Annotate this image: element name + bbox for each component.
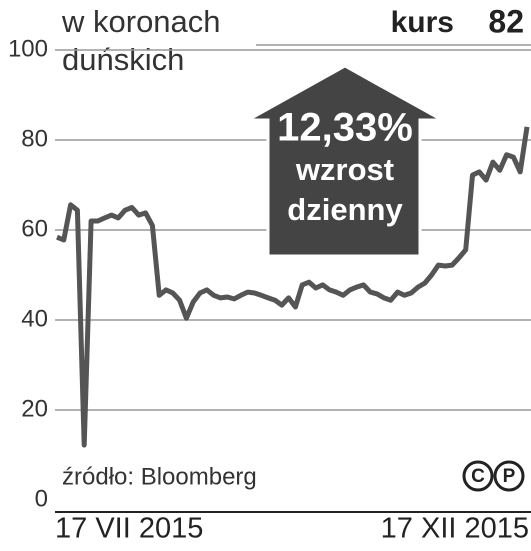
copyright-text: C bbox=[471, 466, 485, 487]
plot: 0 20 40 60 80 100 bbox=[8, 35, 531, 512]
y-tick-label: 80 bbox=[21, 125, 48, 152]
y-tick-label: 40 bbox=[21, 305, 48, 332]
x-tick-label: 17 XII 2015 bbox=[381, 513, 529, 545]
copyright-icon bbox=[462, 460, 494, 492]
current-label: kurs bbox=[391, 6, 454, 39]
current-value: 82 bbox=[488, 3, 524, 39]
y-tick-label: 20 bbox=[21, 395, 48, 422]
x-tick-label: 17 VII 2015 bbox=[55, 513, 203, 545]
badge-text: dzienny bbox=[287, 192, 403, 227]
source: źródło: Bloomberg bbox=[62, 463, 257, 490]
copyright-text: P bbox=[503, 466, 516, 487]
badge-text: wzrost bbox=[295, 152, 394, 187]
price-line bbox=[56, 126, 530, 448]
y-tick-label: 100 bbox=[8, 35, 48, 62]
badge-change: 12,33% bbox=[277, 106, 413, 150]
badge bbox=[242, 64, 448, 258]
y-tick-label: 0 bbox=[35, 485, 48, 512]
copyright-icon bbox=[493, 460, 525, 492]
y-tick-label: 60 bbox=[21, 215, 48, 242]
chart-title: duńskich bbox=[62, 42, 184, 77]
chart-title: w koronach bbox=[61, 4, 221, 39]
